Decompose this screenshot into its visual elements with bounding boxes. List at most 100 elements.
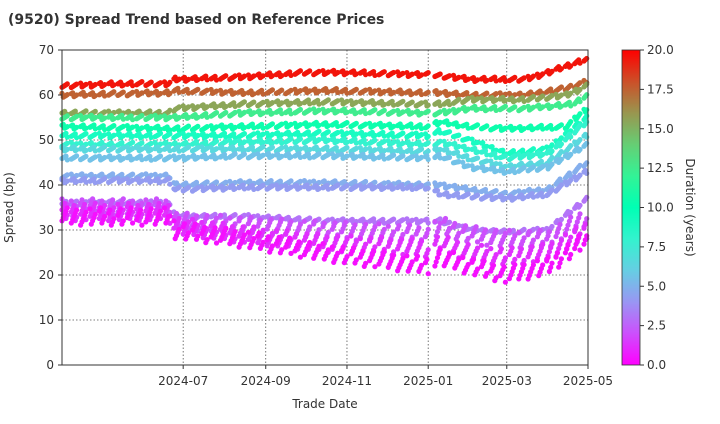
data-point <box>425 133 431 139</box>
data-point <box>500 147 506 153</box>
data-point <box>251 148 257 154</box>
data-point <box>577 211 583 217</box>
data-point <box>293 231 299 237</box>
data-point <box>324 234 330 240</box>
data-point <box>213 88 220 94</box>
data-point <box>396 223 402 229</box>
data-point <box>223 124 229 130</box>
data-point <box>558 237 565 243</box>
data-point <box>456 123 462 129</box>
data-point <box>193 213 200 219</box>
data-point <box>409 99 415 105</box>
data-point <box>185 132 192 138</box>
data-point <box>189 216 196 222</box>
data-point <box>204 124 210 130</box>
data-point <box>577 202 583 208</box>
data-point <box>493 97 499 103</box>
data-point <box>512 233 518 239</box>
data-point <box>363 72 369 78</box>
data-point <box>558 216 565 222</box>
data-point <box>157 80 164 86</box>
data-point <box>176 104 182 110</box>
data-point <box>143 197 149 203</box>
data-point <box>265 234 271 240</box>
data-point <box>74 113 80 119</box>
data-point <box>195 123 201 129</box>
data-point <box>446 91 453 97</box>
data-point <box>156 200 162 206</box>
data-point <box>568 209 574 215</box>
data-point <box>87 206 93 212</box>
data-point <box>465 191 471 197</box>
colorbar-tick-label: 15.0 <box>647 122 674 136</box>
data-point <box>474 106 481 112</box>
data-point <box>464 90 470 96</box>
data-point <box>437 109 443 115</box>
data-point <box>279 140 285 146</box>
data-point <box>465 146 471 152</box>
data-point <box>549 241 555 247</box>
data-point <box>213 110 220 116</box>
data-point <box>344 120 350 126</box>
data-point <box>501 264 507 270</box>
data-point <box>521 164 527 171</box>
data-point <box>175 85 181 91</box>
data-point <box>98 205 104 211</box>
data-point <box>400 98 406 104</box>
data-point <box>118 206 124 212</box>
data-point <box>120 89 126 95</box>
data-point <box>465 95 471 101</box>
data-point <box>74 92 80 98</box>
data-point <box>344 70 350 76</box>
data-point <box>307 101 313 107</box>
data-point <box>418 91 425 98</box>
data-point <box>213 124 220 130</box>
data-point <box>502 125 508 131</box>
data-point <box>204 114 210 120</box>
data-point <box>474 155 481 161</box>
data-point <box>213 146 220 152</box>
data-point <box>288 219 294 225</box>
data-point <box>493 107 499 113</box>
data-point <box>584 216 590 222</box>
data-point <box>484 152 490 158</box>
data-point <box>120 196 126 202</box>
data-point <box>344 98 350 104</box>
data-point <box>409 236 415 242</box>
data-point <box>167 181 173 187</box>
data-point <box>220 220 226 226</box>
data-point <box>502 189 508 195</box>
data-point <box>148 113 154 119</box>
data-point <box>232 124 238 130</box>
data-point <box>425 247 431 253</box>
data-point <box>251 91 257 97</box>
data-point <box>195 104 201 110</box>
data-point <box>74 81 80 87</box>
data-point <box>74 124 80 130</box>
data-point <box>521 98 527 104</box>
data-point <box>111 116 117 122</box>
data-point <box>409 141 415 147</box>
colorbar-tick-label: 20.0 <box>647 43 674 57</box>
data-point <box>568 90 574 96</box>
data-point <box>372 122 378 128</box>
data-point <box>64 81 70 87</box>
data-point <box>509 245 515 251</box>
data-point <box>577 99 583 105</box>
data-point <box>526 228 533 234</box>
data-point <box>120 82 126 88</box>
data-point <box>584 119 590 125</box>
data-point <box>167 131 173 137</box>
data-point <box>484 96 490 102</box>
data-point <box>545 254 551 260</box>
data-point <box>425 89 431 95</box>
data-point <box>297 146 303 152</box>
data-point <box>68 198 74 204</box>
data-point <box>139 90 145 96</box>
data-point <box>213 77 220 83</box>
data-point <box>418 132 425 138</box>
data-point <box>223 134 229 140</box>
data-point <box>493 227 499 233</box>
data-point <box>400 109 406 115</box>
data-point <box>269 140 275 146</box>
